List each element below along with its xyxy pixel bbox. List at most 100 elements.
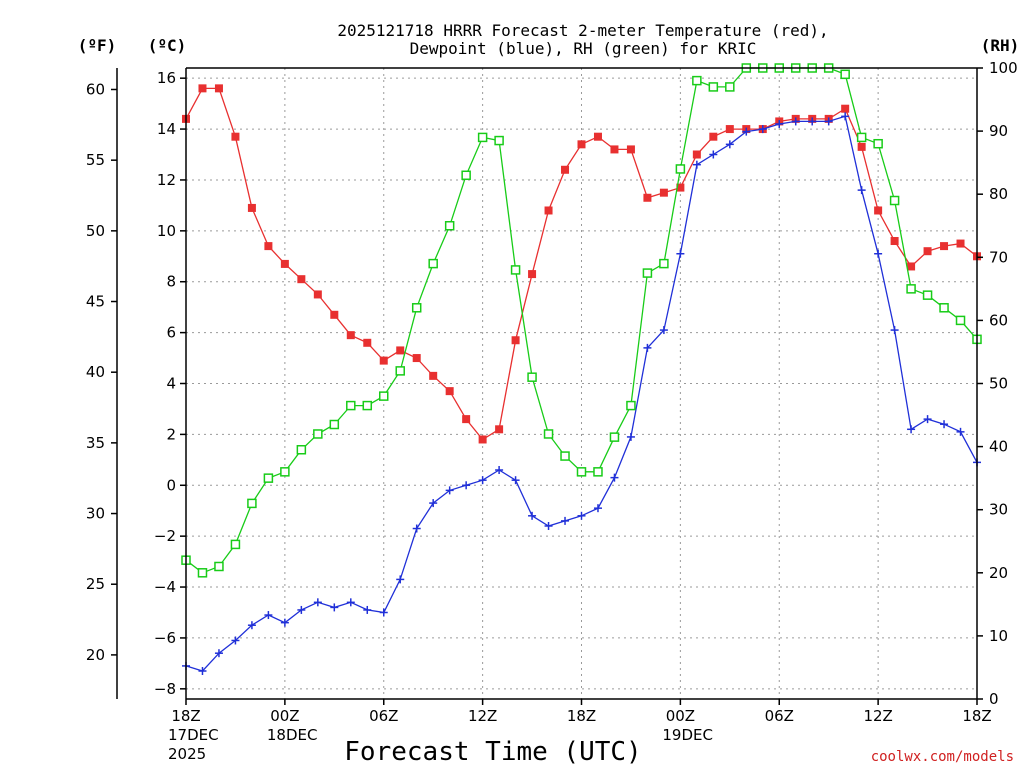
fahrenheit-tick-label: 30 (86, 505, 105, 523)
rh-point (725, 82, 735, 92)
rh-point (543, 429, 554, 439)
temperature-point (890, 237, 899, 246)
dewpoint-point (841, 112, 850, 121)
temperature-point (495, 425, 504, 434)
rh-point (444, 221, 455, 231)
rh-point (247, 498, 257, 509)
celsius-tick-label: −6 (154, 629, 176, 647)
temperature-point (264, 242, 273, 251)
fahrenheit-tick-label: 55 (86, 151, 105, 169)
chart-title-line1: 2025121718 HRRR Forecast 2-meter Tempera… (337, 21, 828, 40)
temperature-point (214, 84, 223, 93)
x-tick-label: 19DEC (662, 726, 713, 744)
temperature-point (593, 132, 602, 141)
celsius-tick-label: −2 (154, 527, 176, 545)
x-tick-label: 18Z (171, 707, 200, 725)
rh-point (230, 539, 241, 550)
rh-point (840, 69, 850, 80)
temperature-point (923, 247, 932, 256)
rh-point (280, 467, 290, 477)
temperature-point (247, 203, 256, 212)
temperature-point (659, 188, 668, 197)
dewpoint-point (198, 667, 207, 676)
x-tick-label: 18Z (962, 707, 991, 725)
rh-point (675, 164, 686, 174)
temperature-point (379, 356, 388, 365)
dewpoint-point (725, 140, 734, 149)
dewpoint-point (495, 466, 504, 475)
rh-point (593, 467, 603, 477)
rh-point (906, 284, 916, 294)
temperature-point (412, 354, 421, 363)
dewpoint-point (709, 150, 718, 159)
temperature-point (429, 371, 438, 380)
x-tick-label: 06Z (765, 707, 794, 725)
rh-point (214, 561, 224, 572)
chart-title-line2: Dewpoint (blue), RH (green) for KRIC (410, 39, 757, 58)
dewpoint-point (593, 504, 602, 513)
rh-tick-label: 40 (989, 438, 1008, 456)
temperature-point (907, 262, 916, 271)
x-axis-title: Forecast Time (UTC) (344, 737, 641, 767)
temperature-point (561, 165, 570, 174)
celsius-tick-label: 4 (166, 375, 176, 393)
celsius-tick-label: 2 (166, 425, 176, 443)
dewpoint-point (363, 605, 372, 614)
dewpoint-point (577, 511, 586, 520)
celsius-tick-label: 6 (166, 324, 176, 342)
x-tick-label: 06Z (369, 707, 398, 725)
grid-lines (186, 68, 977, 699)
dewpoint-point (247, 621, 256, 630)
celsius-tick-label: 14 (157, 120, 176, 138)
temperature-point (462, 415, 471, 424)
rh-point (313, 429, 323, 439)
temperature-point (330, 310, 339, 319)
rh-point (346, 400, 356, 411)
dewpoint-point (478, 476, 487, 485)
fahrenheit-tick-label: 20 (86, 646, 105, 664)
rh-point (922, 290, 933, 300)
rh-point (428, 258, 438, 269)
dewpoint-point (808, 117, 817, 126)
x-tick-label: 00Z (666, 707, 695, 725)
temperature-point (577, 140, 586, 149)
axes (111, 67, 983, 705)
dewpoint-point (791, 117, 800, 126)
rh-point (873, 138, 883, 149)
fahrenheit-tick-label: 40 (86, 363, 105, 381)
x-tick-label: 18DEC (267, 726, 318, 744)
dewpoint-point (742, 127, 751, 136)
rh-point (510, 265, 521, 275)
rh-point (856, 132, 867, 143)
temperature-point (297, 275, 306, 284)
rh-tick-label: 50 (989, 375, 1008, 393)
temperature-point (313, 290, 322, 299)
celsius-tick-label: 16 (157, 69, 176, 87)
dewpoint-point (379, 608, 388, 617)
rh-point (659, 258, 669, 269)
temperature-point (445, 387, 454, 396)
dewpoint-point (874, 249, 883, 258)
unit-label-rh: (RH) (981, 36, 1020, 55)
temperature-point (528, 270, 537, 279)
dewpoint-point (330, 603, 339, 612)
unit-label-celsius: (ºC) (148, 36, 187, 55)
rh-point (692, 75, 702, 86)
dewpoint-point (610, 473, 619, 482)
celsius-tick-label: 12 (157, 171, 176, 189)
temperature-point (280, 259, 289, 268)
celsius-tick-label: 0 (166, 476, 176, 494)
dewpoint-point (214, 649, 223, 658)
rh-tick-label: 20 (989, 564, 1008, 582)
x-tick-label: 2025 (168, 745, 206, 763)
dewpoint-point (264, 611, 273, 620)
temperature-point (874, 206, 883, 215)
dewpoint-point (758, 125, 767, 134)
x-tick-label: 00Z (270, 707, 299, 725)
temperature-point (626, 145, 635, 154)
temperature-point (857, 142, 866, 151)
dewpoint-point (659, 326, 668, 335)
rh-point (362, 400, 373, 411)
credit-link[interactable]: coolwx.com/models (871, 749, 1014, 765)
rh-point (395, 366, 405, 376)
